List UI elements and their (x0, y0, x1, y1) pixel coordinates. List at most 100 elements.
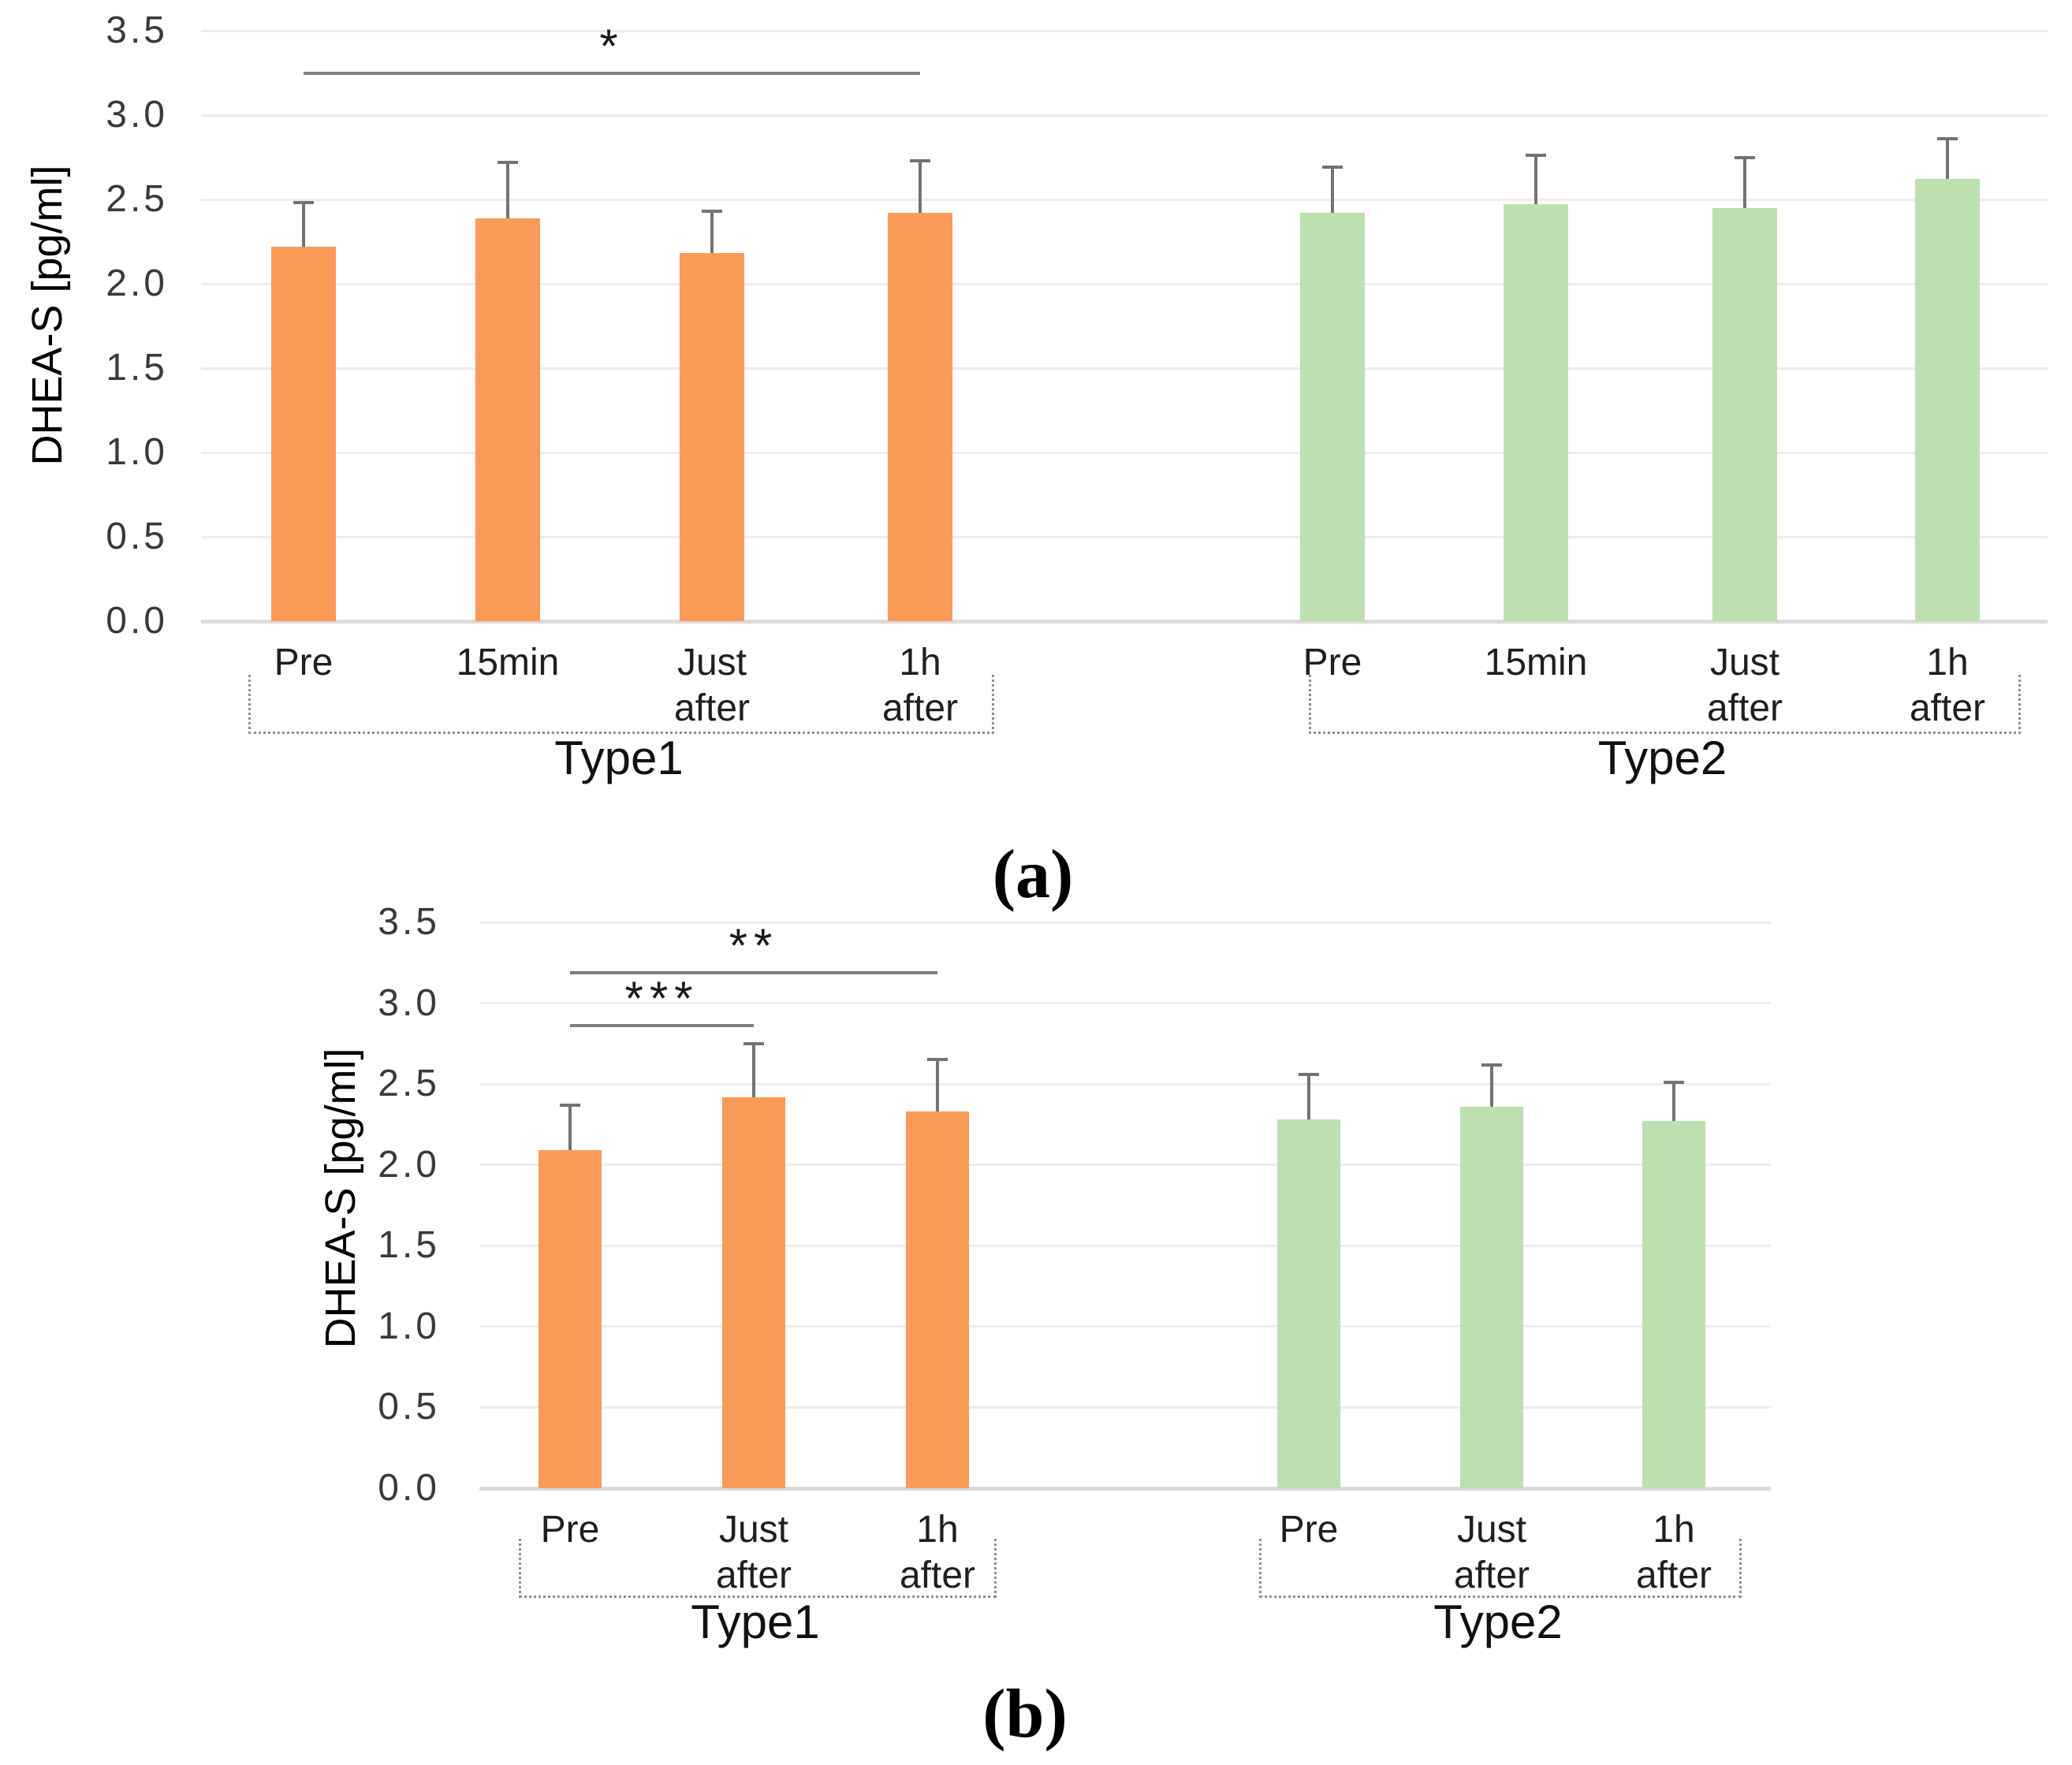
panel-label-b: (b) (982, 1676, 1068, 1752)
y-tick-label-chart-b: 1.0 (378, 1305, 440, 1347)
error-bar (710, 210, 714, 254)
error-bar-cap (743, 1041, 764, 1045)
gridline-chart-a (201, 282, 2048, 285)
x-axis-label-pre: Pre (1279, 1509, 1339, 1551)
error-bar (1534, 155, 1537, 205)
gridline-chart-b (479, 1082, 1771, 1085)
error-bar-cap (498, 160, 518, 164)
y-tick-label-chart-b: 1.5 (378, 1224, 440, 1267)
error-bar (302, 203, 305, 247)
chart-a-type2-bar-just-after (1712, 207, 1777, 621)
error-bar-cap (560, 1103, 580, 1107)
y-tick-label-chart-b: 3.5 (378, 901, 440, 943)
chart-b-type1-bar-pre (538, 1150, 602, 1488)
gridline-chart-b (479, 1164, 1771, 1167)
gridline-chart-a (201, 451, 2048, 454)
chart-a-type1-bar-15min (475, 218, 540, 621)
x-axis-label-15min: 15min (456, 642, 560, 683)
error-bar (1490, 1064, 1493, 1107)
chart-a-type1-bar-just-after (680, 253, 744, 621)
y-tick-label-chart-a: 3.0 (106, 94, 168, 136)
x-axis-label-1h-after: 1h after (1909, 642, 1986, 729)
error-bar (752, 1043, 755, 1097)
y-tick-label-chart-a: 1.5 (106, 347, 168, 389)
group-label-type2: Type2 (1597, 732, 1727, 784)
error-bar (1307, 1074, 1310, 1120)
group-label-type1: Type1 (554, 732, 684, 784)
gridline-chart-a (201, 29, 2048, 32)
y-tick-label-chart-b: 3.0 (378, 981, 440, 1024)
error-bar-cap (1322, 166, 1343, 169)
group-bracket-type1 (519, 1539, 997, 1598)
gridline-chart-b (479, 1244, 1771, 1247)
chart-a-type2-bar-pre (1300, 213, 1365, 621)
y-tick-label-chart-a: 3.5 (106, 9, 168, 51)
x-axis-label-15min: 15min (1484, 642, 1588, 683)
group-bracket-type1 (248, 675, 994, 734)
x-axis-label-1h-after: 1h after (881, 642, 959, 729)
chart-b-type2-bar-just-after (1460, 1106, 1523, 1488)
y-tick-label-chart-a: 0.0 (106, 600, 168, 642)
y-tick-label-chart-a: 1.0 (106, 431, 168, 473)
chart-b-type1-bar-just-after (722, 1097, 785, 1488)
y-tick-label-chart-b: 2.5 (378, 1063, 440, 1105)
gridline-chart-a (201, 367, 2048, 370)
gridline-chart-b (479, 1406, 1771, 1409)
chart-a-type2-bar-15min (1504, 204, 1568, 621)
group-label-type2: Type2 (1433, 1596, 1563, 1648)
chart-a-type1-bar-pre (271, 246, 336, 621)
gridline-chart-a (201, 535, 2048, 538)
x-axis-label-just-after: Just after (673, 642, 751, 729)
x-axis-line-chart-a (201, 620, 2048, 624)
significance-stars: *** (624, 972, 699, 1026)
chart-b-type2-bar-1h-after (1642, 1121, 1705, 1488)
panel-label-a: (a) (992, 836, 1074, 913)
error-bar (919, 160, 922, 214)
error-bar-cap (1299, 1072, 1319, 1076)
error-bar (568, 1104, 572, 1151)
significance-stars: * (599, 19, 624, 73)
error-bar (506, 162, 509, 218)
error-bar-cap (910, 158, 930, 162)
y-tick-label-chart-b: 2.0 (378, 1143, 440, 1186)
x-axis-label-pre: Pre (540, 1509, 600, 1551)
significance-line (304, 71, 920, 75)
y-tick-label-chart-b: 0.5 (378, 1386, 440, 1428)
error-bar-cap (927, 1058, 948, 1062)
gridline-chart-a (201, 198, 2048, 201)
error-bar (1743, 157, 1746, 208)
y-tick-label-chart-a: 2.0 (106, 263, 168, 304)
x-axis-label-just-after: Just after (1706, 642, 1783, 729)
error-bar-cap (1664, 1081, 1684, 1085)
significance-line (570, 970, 937, 974)
chart-b-type1-bar-1h-after (906, 1112, 969, 1488)
significance-stars: ** (729, 918, 779, 972)
y-tick-label-chart-a: 2.5 (106, 178, 168, 220)
error-bar-cap (702, 209, 722, 213)
y-tick-label-chart-a: 0.5 (106, 516, 168, 557)
group-bracket-type2 (1309, 675, 2021, 734)
error-bar-cap (1937, 136, 1958, 140)
x-axis-label-pre: Pre (1302, 642, 1362, 683)
error-bar (1331, 167, 1334, 214)
chart-a-type1-bar-1h-after (888, 213, 952, 621)
x-axis-label-1h-after: 1h after (1635, 1509, 1712, 1596)
error-bar (936, 1059, 939, 1112)
x-axis-line-chart-b (479, 1487, 1771, 1491)
group-label-type1: Type1 (691, 1596, 820, 1648)
y-tick-label-chart-b: 0.0 (378, 1467, 440, 1509)
x-axis-label-just-after: Just after (715, 1509, 792, 1596)
error-bar-cap (1481, 1063, 1502, 1067)
significance-line (570, 1024, 754, 1028)
x-axis-label-just-after: Just after (1453, 1509, 1530, 1596)
gridline-chart-a (201, 114, 2048, 117)
error-bar-cap (293, 201, 314, 205)
gridline-chart-b (479, 1002, 1771, 1005)
error-bar-cap (1526, 154, 1546, 158)
error-bar (1946, 138, 1949, 180)
group-bracket-type2 (1259, 1539, 1742, 1598)
chart-b-type2-bar-pre (1277, 1119, 1340, 1488)
x-axis-label-1h-after: 1h after (899, 1509, 976, 1596)
error-bar (1672, 1082, 1675, 1122)
